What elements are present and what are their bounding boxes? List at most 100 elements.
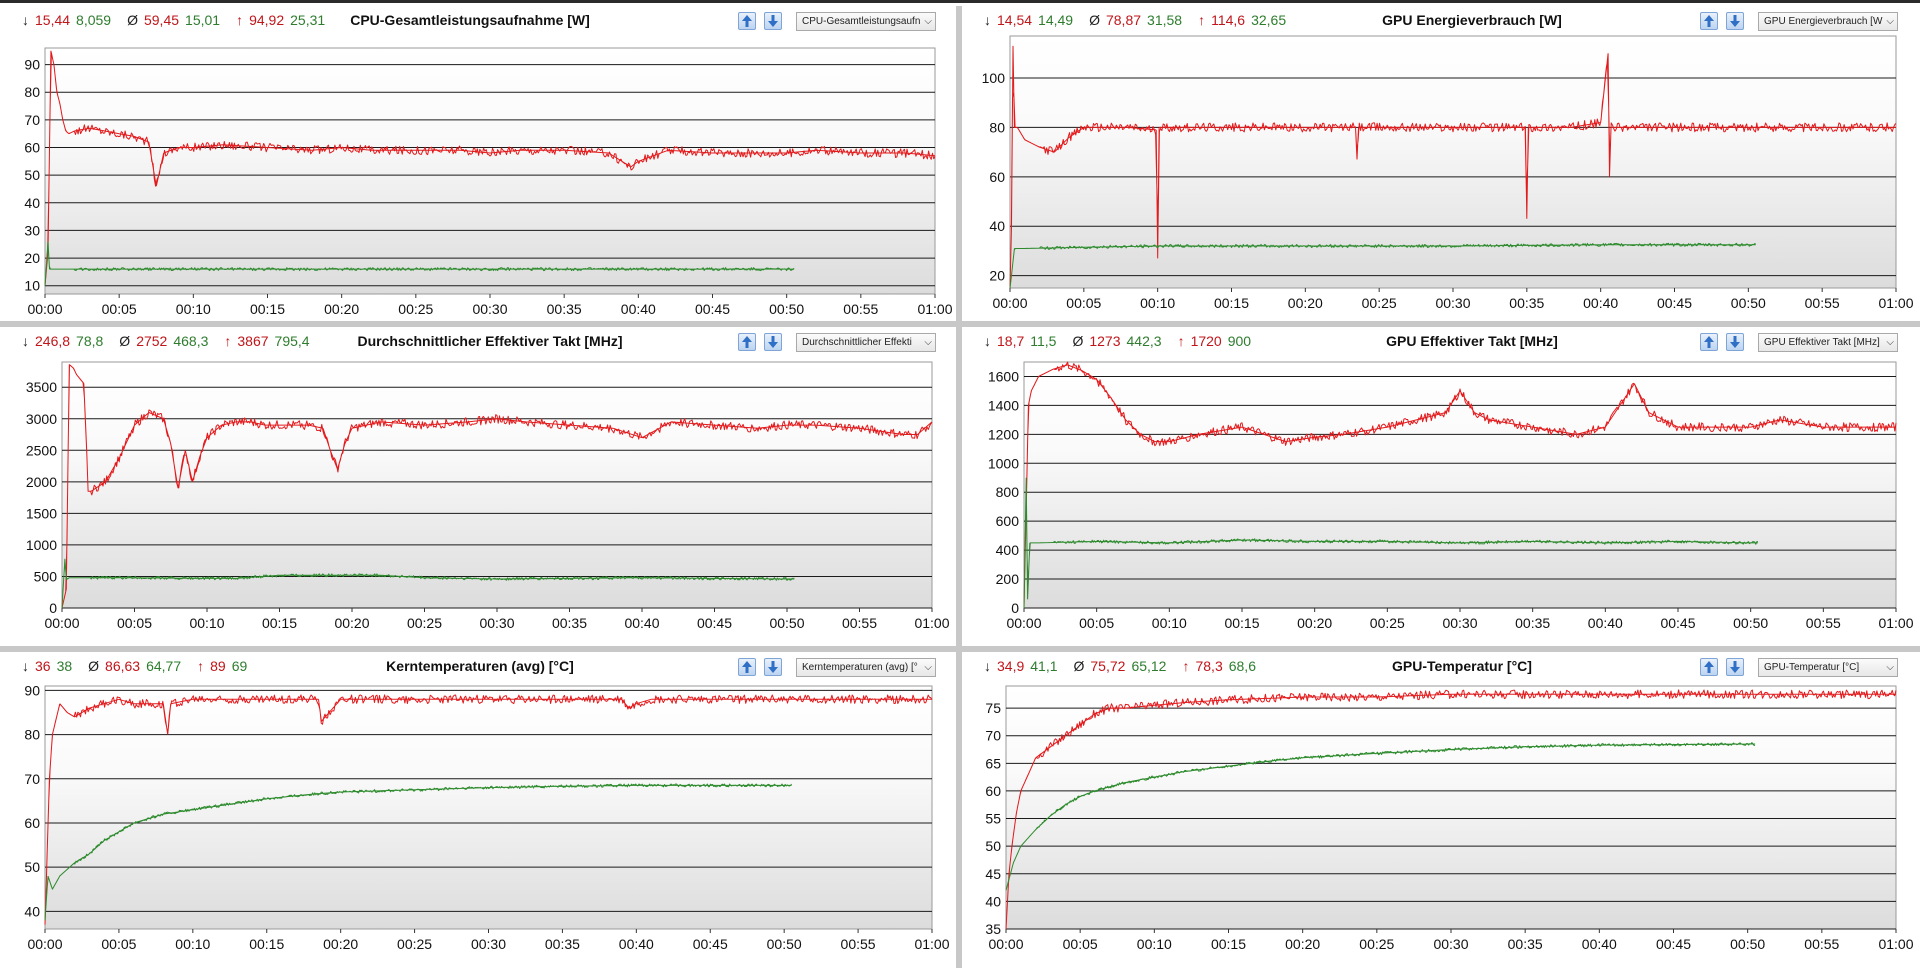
series-line-green (1023, 477, 1758, 609)
min-symbol: ↓ (22, 12, 29, 28)
chart-svg: 40 50 60 70 80 90 00:00 00:05 00:10 00:15 00:20 00:… (24, 682, 949, 952)
x-tick-label: 00:55 (842, 615, 877, 631)
x-tick-label: 00:00 (1006, 615, 1041, 631)
x-tick-label: 01:00 (917, 301, 952, 317)
move-down-button[interactable] (1726, 333, 1744, 351)
x-tick-label: 00:00 (27, 301, 62, 317)
sensor-select[interactable]: Kerntemperaturen (avg) [° ⌵ (796, 658, 936, 677)
x-tick-label: 00:45 (1660, 615, 1695, 631)
x-tick-label: 00:00 (27, 936, 62, 952)
arrow-down-icon (768, 661, 778, 673)
sensor-select[interactable]: GPU Energieverbrauch [W ⌵ (1758, 12, 1898, 31)
y-tick-label: 1400 (988, 397, 1019, 413)
x-tick-label: 00:30 (479, 615, 514, 631)
avg-green-value: 31,58 (1147, 12, 1183, 28)
avg-red-value: 2752 (136, 333, 168, 349)
chart-title: GPU Effektiver Takt [MHz] (1386, 333, 1558, 349)
y-tick-label: 70 (985, 728, 1001, 744)
move-down-button[interactable] (1726, 658, 1744, 676)
chevron-down-icon: ⌵ (924, 337, 932, 348)
sensor-select-value: GPU-Temperatur [°C] (1764, 662, 1860, 673)
x-tick-label: 00:20 (1288, 295, 1323, 311)
horizontal-splitter-1[interactable] (0, 321, 1920, 327)
min-green-value: 38 (56, 658, 73, 674)
plot-area (1023, 361, 1897, 609)
move-down-button[interactable] (764, 658, 782, 676)
x-tick-label: 00:40 (1588, 615, 1623, 631)
x-tick-label: 00:25 (397, 936, 432, 952)
y-tick-label: 55 (985, 811, 1001, 827)
vertical-splitter[interactable] (956, 6, 962, 968)
move-up-button[interactable] (738, 333, 756, 351)
x-tick-label: 00:35 (1515, 615, 1550, 631)
y-tick-label: 500 (34, 568, 58, 584)
x-tick-label: 00:15 (262, 615, 297, 631)
y-tick-label: 1200 (988, 426, 1019, 442)
sensor-select[interactable]: Durchschnittlicher Effekti ⌵ (796, 333, 936, 352)
x-tick-label: 01:00 (914, 615, 949, 631)
plot-area (1009, 35, 1897, 289)
series-line-red (1005, 689, 1897, 930)
move-down-button[interactable] (1726, 12, 1744, 30)
max-symbol: ↑ (1182, 658, 1190, 674)
y-tick-label: 3000 (26, 411, 57, 427)
chart-panel-p4: 0 200 400 600 800 1000 1200 1400 1600 00:00 00:05 0… (962, 327, 1920, 646)
series-line-red (61, 364, 933, 609)
move-down-button[interactable] (764, 333, 782, 351)
max-symbol: ↑ (1177, 333, 1185, 349)
x-tick-label: 00:50 (769, 301, 804, 317)
x-tick-label: 00:50 (1731, 295, 1766, 311)
x-tick-label: 00:40 (624, 615, 659, 631)
move-up-button[interactable] (1700, 12, 1718, 30)
move-down-button[interactable] (764, 12, 782, 30)
avg-symbol: Ø (88, 658, 100, 674)
chart-panel-p2: 20 40 60 80 100 00:00 00:05 00:10 00:15 00:20 00:2… (962, 6, 1920, 321)
x-tick-label: 00:15 (1214, 295, 1249, 311)
chart-title: GPU-Temperatur [°C] (1392, 658, 1532, 674)
x-tick-label: 00:35 (1509, 295, 1544, 311)
y-tick-label: 30 (24, 222, 40, 238)
y-tick-label: 60 (989, 169, 1005, 185)
chart-panel-p6: 35 40 45 50 55 60 65 70 75 00:00 00:05 00:10 00:15 00… (962, 652, 1920, 968)
min-symbol: ↓ (984, 333, 991, 349)
min-red-value: 34,9 (997, 658, 1025, 674)
series-line-green (44, 783, 792, 921)
chart-title: Kerntemperaturen (avg) [°C] (386, 658, 574, 674)
max-red-value: 94,92 (249, 12, 285, 28)
x-tick-label: 00:45 (1656, 936, 1691, 952)
y-tick-label: 200 (996, 571, 1020, 587)
x-tick-label: 00:25 (1362, 295, 1397, 311)
move-up-button[interactable] (738, 658, 756, 676)
avg-red-value: 1273 (1089, 333, 1121, 349)
min-red-value: 18,7 (997, 333, 1025, 349)
y-tick-label: 60 (985, 783, 1001, 799)
sensor-select[interactable]: GPU Effektiver Takt [MHz] ⌵ (1758, 333, 1898, 352)
series-line-red (44, 50, 936, 286)
avg-symbol: Ø (119, 333, 131, 349)
series-line-red (1023, 361, 1897, 609)
y-tick-label: 400 (996, 542, 1020, 558)
avg-red-value: 78,87 (1105, 12, 1142, 28)
x-tick-label: 00:05 (1066, 295, 1101, 311)
y-tick-label: 3500 (26, 379, 57, 395)
sensor-select[interactable]: GPU-Temperatur [°C] ⌵ (1758, 658, 1898, 677)
horizontal-splitter-2[interactable] (0, 646, 1920, 652)
min-symbol: ↓ (984, 12, 991, 28)
move-up-button[interactable] (1700, 658, 1718, 676)
y-tick-label: 50 (24, 167, 40, 183)
max-red-value: 89 (210, 658, 226, 674)
max-symbol: ↑ (224, 333, 232, 349)
move-up-button[interactable] (1700, 333, 1718, 351)
stats-row: ↓ 36 38 Ø 86,63 64,77 ↑ 89 69 (22, 652, 253, 680)
x-tick-label: 00:20 (334, 615, 369, 631)
chart-panel-p3: 0 500 1000 1500 2000 2500 3000 3500 00:00 00:05 00… (0, 327, 956, 646)
arrow-up-icon (1704, 661, 1714, 673)
sensor-select[interactable]: CPU-Gesamtleistungsaufn ⌵ (796, 12, 936, 31)
move-up-button[interactable] (738, 12, 756, 30)
x-tick-label: 00:55 (1806, 615, 1841, 631)
y-tick-label: 45 (985, 866, 1001, 882)
y-tick-label: 70 (24, 771, 40, 787)
y-tick-label: 40 (985, 893, 1001, 909)
sensor-select-value: GPU Effektiver Takt [MHz] (1764, 337, 1880, 348)
avg-red-value: 75,72 (1090, 658, 1126, 674)
